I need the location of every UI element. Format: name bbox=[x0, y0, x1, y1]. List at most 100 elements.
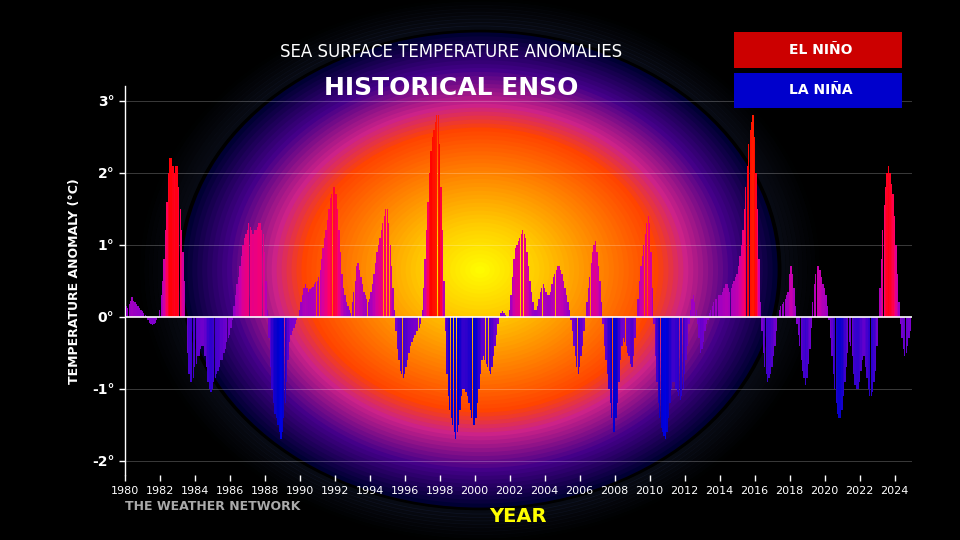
Bar bbox=[725, 285, 726, 317]
Bar bbox=[750, 130, 751, 317]
Bar bbox=[176, 166, 177, 317]
Bar bbox=[761, 317, 762, 331]
Bar bbox=[689, 309, 691, 317]
Bar bbox=[388, 223, 389, 317]
Bar bbox=[461, 317, 462, 396]
Bar bbox=[227, 317, 228, 342]
Bar bbox=[340, 252, 341, 317]
Bar bbox=[345, 295, 346, 317]
Bar bbox=[814, 285, 815, 317]
Bar bbox=[793, 288, 795, 317]
Bar bbox=[834, 317, 835, 389]
Bar bbox=[732, 285, 733, 317]
Bar bbox=[269, 317, 270, 339]
Bar bbox=[466, 317, 467, 393]
Bar bbox=[843, 317, 844, 396]
Bar bbox=[335, 194, 337, 317]
Bar bbox=[194, 317, 196, 367]
Bar bbox=[429, 173, 430, 317]
Bar bbox=[530, 281, 531, 317]
Bar bbox=[674, 317, 675, 382]
Bar bbox=[129, 304, 130, 317]
Bar bbox=[893, 194, 894, 317]
Bar bbox=[729, 292, 731, 317]
Bar bbox=[363, 292, 365, 317]
Bar bbox=[792, 274, 793, 317]
Bar bbox=[798, 317, 799, 335]
Bar bbox=[700, 317, 702, 353]
Bar bbox=[868, 317, 869, 389]
Bar bbox=[677, 317, 678, 393]
Bar bbox=[779, 309, 780, 317]
Bar bbox=[151, 317, 152, 324]
Bar bbox=[756, 209, 758, 317]
Bar bbox=[731, 288, 732, 317]
Bar bbox=[378, 245, 379, 317]
Bar bbox=[786, 295, 787, 317]
Bar bbox=[487, 317, 489, 367]
Bar bbox=[130, 301, 132, 317]
Bar bbox=[618, 317, 619, 382]
Bar bbox=[331, 194, 332, 317]
Bar bbox=[193, 317, 194, 378]
Bar bbox=[442, 231, 444, 317]
Bar bbox=[416, 317, 417, 331]
Bar bbox=[739, 255, 741, 317]
Bar bbox=[295, 317, 296, 324]
Bar bbox=[708, 313, 710, 317]
Bar bbox=[806, 317, 807, 378]
Bar bbox=[494, 317, 495, 346]
Bar bbox=[706, 317, 708, 324]
Bar bbox=[181, 231, 182, 317]
Bar bbox=[468, 317, 469, 403]
Bar bbox=[421, 309, 422, 317]
Bar bbox=[799, 317, 801, 346]
Bar bbox=[621, 317, 623, 346]
Bar bbox=[132, 301, 134, 317]
Bar bbox=[414, 317, 416, 335]
Bar bbox=[275, 317, 276, 414]
Bar bbox=[430, 151, 432, 317]
Bar bbox=[247, 231, 248, 317]
Bar bbox=[880, 259, 882, 317]
Bar bbox=[447, 317, 449, 396]
Bar bbox=[229, 317, 230, 335]
Bar bbox=[565, 295, 567, 317]
Bar bbox=[289, 317, 290, 342]
Bar bbox=[436, 115, 438, 317]
Bar bbox=[790, 266, 792, 317]
Bar bbox=[168, 173, 169, 317]
Bar bbox=[809, 317, 810, 349]
Bar bbox=[296, 317, 298, 320]
Bar bbox=[557, 266, 559, 317]
Bar bbox=[775, 317, 776, 346]
Bar bbox=[820, 270, 821, 317]
Bar bbox=[245, 234, 247, 317]
Bar bbox=[570, 317, 571, 320]
Bar bbox=[531, 292, 532, 317]
Bar bbox=[595, 241, 596, 317]
Bar bbox=[908, 317, 910, 339]
Bar bbox=[221, 317, 222, 360]
Bar bbox=[337, 209, 338, 317]
Bar bbox=[579, 317, 580, 367]
Bar bbox=[511, 295, 512, 317]
Bar bbox=[604, 317, 605, 346]
Bar bbox=[222, 317, 223, 360]
Bar bbox=[408, 317, 410, 353]
Bar bbox=[460, 317, 461, 410]
Bar bbox=[817, 266, 818, 317]
Bar bbox=[681, 317, 683, 396]
Bar bbox=[759, 302, 761, 317]
Bar bbox=[857, 317, 859, 389]
Bar bbox=[876, 317, 877, 346]
Bar bbox=[190, 317, 191, 382]
Bar bbox=[475, 317, 477, 417]
Bar bbox=[508, 317, 509, 318]
Bar bbox=[828, 317, 829, 320]
Bar bbox=[491, 317, 492, 374]
Bar bbox=[693, 295, 694, 317]
Bar bbox=[598, 266, 599, 317]
Bar bbox=[438, 115, 439, 317]
Bar bbox=[412, 317, 413, 342]
